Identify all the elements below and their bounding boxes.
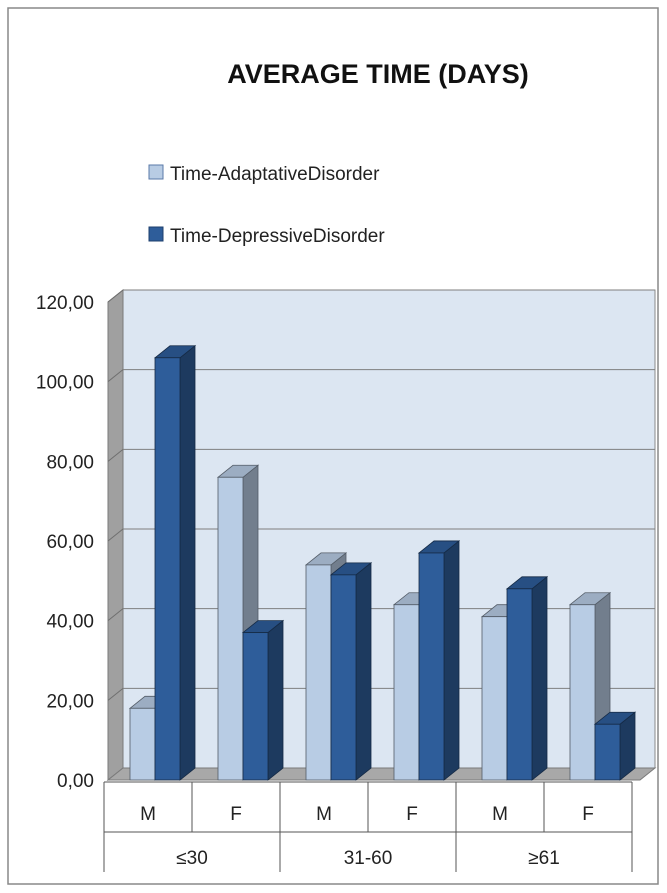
bar-front <box>154 357 181 781</box>
bar <box>568 591 612 781</box>
y-axis: 0,00 20,00 40,00 60,00 80,00 100,00 120,00 <box>36 293 94 792</box>
bar-front <box>481 616 508 781</box>
bar-side <box>355 562 372 781</box>
x-tick-label: M <box>492 804 508 825</box>
y-tick-label: 80,00 <box>46 452 94 473</box>
x-axis: M F M F M F ≤30 31-60 ≥61 <box>103 781 633 872</box>
bar-front <box>393 604 420 781</box>
bar-front <box>242 632 269 781</box>
legend-swatch-adaptative <box>148 164 164 180</box>
bar <box>329 562 373 781</box>
legend-swatch-depressive <box>148 226 164 242</box>
y-tick-label: 100,00 <box>36 373 94 394</box>
gridline-side <box>107 448 124 462</box>
y-tick-label: 0,00 <box>57 771 94 792</box>
legend: Time-AdaptativeDisorder Time-DepressiveD… <box>148 164 385 247</box>
gridline-side <box>107 687 124 701</box>
bar-side <box>179 344 196 781</box>
bar-front <box>569 604 596 781</box>
gridline-side <box>107 369 124 383</box>
x-tick-label: F <box>406 804 418 825</box>
x-tick-label: M <box>316 804 332 825</box>
y-tick-label: 60,00 <box>46 532 94 553</box>
bar-front <box>305 564 332 781</box>
bar <box>241 619 285 781</box>
group-label: ≥61 <box>528 848 560 869</box>
bars <box>128 344 637 781</box>
gridline-side <box>107 528 124 542</box>
bar <box>153 344 197 781</box>
legend-item-adaptative: Time-AdaptativeDisorder <box>148 164 380 185</box>
bar-front <box>418 552 445 781</box>
bar-front <box>217 476 244 781</box>
bar-front <box>129 707 156 781</box>
group-label: ≤30 <box>176 848 208 869</box>
bar-side <box>267 619 284 781</box>
y-tick-label: 40,00 <box>46 612 94 633</box>
bar <box>417 540 461 781</box>
bar-side <box>443 540 460 781</box>
bar-side <box>531 575 548 781</box>
gridline-side <box>107 289 124 303</box>
gridlines <box>107 289 655 701</box>
bar <box>593 711 637 781</box>
legend-label-depressive: Time-DepressiveDisorder <box>170 226 385 247</box>
group-label: 31-60 <box>344 848 393 869</box>
bar <box>505 575 549 781</box>
x-tick-label: F <box>230 804 242 825</box>
legend-item-depressive: Time-DepressiveDisorder <box>148 226 385 247</box>
x-tick-label: M <box>140 804 156 825</box>
bar-front <box>594 723 621 781</box>
gridline-side <box>107 608 124 622</box>
bar-front <box>506 588 533 781</box>
x-tick-label: F <box>582 804 594 825</box>
bar-front <box>330 574 357 781</box>
y-tick-label: 120,00 <box>36 293 94 314</box>
y-tick-label: 20,00 <box>46 691 94 712</box>
legend-label-adaptative: Time-AdaptativeDisorder <box>170 164 380 185</box>
chart-title: AVERAGE TIME (DAYS) <box>227 59 529 89</box>
